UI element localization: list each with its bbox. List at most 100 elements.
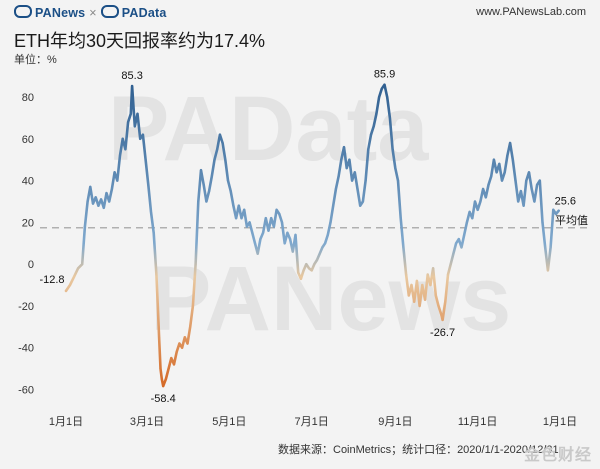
data-point (272, 225, 275, 228)
data-point (83, 225, 86, 228)
data-point (388, 116, 391, 119)
header: PANews × PAData www.PANewsLab.com (0, 0, 600, 22)
data-point (248, 221, 251, 224)
data-point (380, 87, 383, 90)
data-point (490, 175, 493, 178)
y-tick-label: 80 (22, 92, 34, 104)
data-point (549, 246, 552, 249)
data-point (278, 212, 281, 216)
data-point (283, 242, 286, 245)
data-point (361, 200, 364, 203)
data-point (181, 346, 184, 349)
data-point (503, 171, 506, 174)
data-point (302, 269, 305, 272)
x-tick-label: 1月1日 (49, 416, 83, 428)
data-point (324, 242, 327, 245)
watermark: 金色财经 (523, 447, 592, 464)
data-point (463, 233, 466, 236)
data-point (280, 221, 284, 224)
data-point (334, 187, 337, 191)
data-label: -26.7 (430, 327, 455, 339)
data-point (337, 175, 340, 178)
data-point (546, 269, 550, 272)
data-point (441, 318, 444, 321)
data-point (405, 273, 408, 276)
data-point (100, 198, 103, 201)
y-tick-label: 60 (22, 134, 34, 146)
data-point (372, 125, 375, 128)
data-point (167, 367, 170, 370)
data-point (378, 96, 381, 99)
data-point (105, 192, 108, 195)
data-point (538, 179, 541, 182)
data-point (391, 148, 394, 151)
data-point (465, 221, 468, 224)
data-point (313, 263, 316, 266)
data-point (108, 200, 111, 203)
data-point (310, 269, 313, 272)
data-point (194, 263, 197, 266)
data-point (262, 231, 265, 234)
data-point (89, 185, 92, 188)
data-point (197, 200, 200, 203)
annotations: -12.8 85.3 -58.4 85.9 -26.7 25.6 (39, 69, 576, 405)
data-point (329, 221, 332, 224)
source-note: 数据来源：CoinMetrics；统计口径：2020/1/1-2020/12/3… (278, 444, 559, 456)
data-point (487, 183, 490, 186)
data-point (175, 350, 178, 353)
data-point (251, 231, 254, 234)
data-point (113, 171, 116, 174)
series-points (64, 83, 560, 388)
data-point (286, 231, 289, 234)
data-point (471, 217, 474, 220)
data-point (156, 304, 159, 307)
data-point (229, 190, 232, 193)
data-point (129, 112, 132, 115)
data-point (353, 171, 356, 174)
data-label: -58.4 (151, 393, 176, 405)
data-point (525, 179, 528, 182)
data-point (484, 196, 487, 199)
data-point (131, 84, 134, 88)
data-point (159, 367, 162, 370)
data-point (359, 204, 362, 207)
data-point (394, 167, 397, 170)
data-point (237, 204, 240, 207)
data-point (118, 154, 122, 157)
data-point (318, 252, 321, 255)
data-point (386, 96, 389, 99)
x-tick-label: 11月1日 (458, 416, 498, 428)
data-point (289, 238, 292, 241)
data-point (189, 325, 192, 328)
y-axis: 80 60 40 20 0 -20 -40 -60 (18, 92, 34, 396)
data-point (527, 171, 531, 174)
data-label: 25.6 (555, 196, 576, 208)
data-point (170, 357, 173, 360)
data-point (124, 148, 127, 151)
data-point (492, 158, 495, 161)
data-point (449, 263, 452, 266)
data-point (444, 300, 447, 303)
data-point (557, 209, 560, 212)
data-point (162, 385, 165, 388)
data-point (342, 146, 346, 149)
data-label: 85.9 (374, 69, 395, 81)
data-point (77, 267, 80, 270)
data-point (259, 238, 262, 241)
data-point (348, 158, 351, 161)
data-point (434, 294, 437, 297)
y-tick-label: 20 (22, 217, 34, 229)
data-point (94, 196, 97, 199)
data-point (407, 294, 410, 297)
data-point (437, 304, 440, 307)
data-point (139, 137, 142, 140)
data-point (340, 158, 343, 161)
data-point (517, 200, 520, 203)
data-point (321, 246, 324, 249)
data-point (473, 200, 477, 203)
data-point (536, 183, 539, 186)
data-point (307, 267, 311, 270)
data-point (267, 229, 270, 232)
data-point (413, 300, 416, 303)
